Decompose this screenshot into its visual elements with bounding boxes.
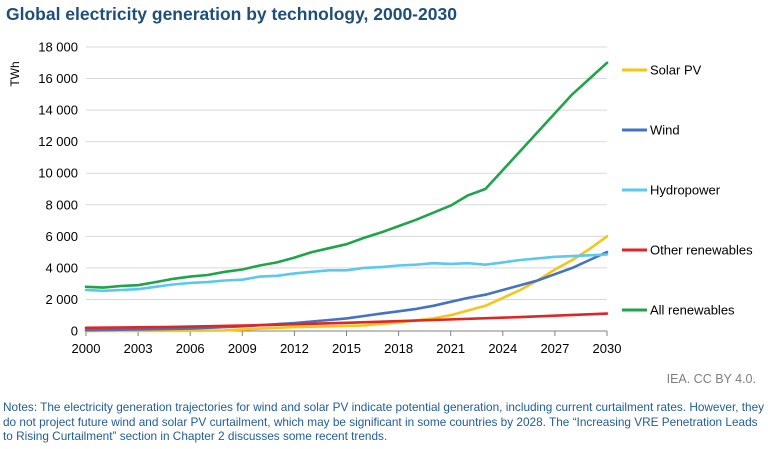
gridlines: [86, 46, 607, 300]
chart-title: Global electricity generation by technol…: [6, 4, 457, 24]
series-line-hydropower: [84, 253, 609, 293]
legend-label-wind: Wind: [650, 123, 680, 138]
y-tick-label: 12 000: [38, 134, 78, 149]
x-tick-label: 2027: [540, 341, 569, 356]
legend-label-other-renewables: Other renewables: [650, 243, 753, 258]
y-axis-ticks: 0 2 000 4 000 6 000 8 000 10 000 12 000 14 000 1…: [38, 40, 78, 339]
line-chart: 0 2 000 4 000 6 000 8 000 10 000 12 000 14 000 1…: [8, 40, 753, 357]
legend-label-solar-pv: Solar PV: [650, 63, 702, 78]
y-tick-label: 18 000: [38, 40, 78, 55]
y-axis-label: TWh: [8, 61, 22, 86]
legend-label-all-renewables: All renewables: [650, 303, 735, 318]
x-tick-label: 2015: [332, 341, 361, 356]
legend: Solar PV Wind Hydropower Other renewables Al…: [622, 63, 753, 318]
x-axis-ticks: 2000 2003 2006 2009 2012 2015 2018 2021 2024 2027…: [72, 331, 622, 356]
x-tick-label: 2021: [436, 341, 465, 356]
x-tick-label: 2012: [280, 341, 309, 356]
y-tick-label: 10 000: [38, 166, 78, 181]
credit-text: IEA. CC BY 4.0.: [666, 372, 756, 386]
series-line-solar-pv: [84, 235, 609, 333]
x-tick-label: 2024: [488, 341, 517, 356]
y-tick-label: 2 000: [45, 292, 78, 307]
y-tick-label: 6 000: [45, 229, 78, 244]
legend-label-hydropower: Hydropower: [650, 183, 721, 198]
x-tick-label: 2000: [72, 341, 101, 356]
series-line-other-renewables: [84, 312, 609, 330]
y-tick-label: 0: [71, 324, 78, 339]
x-tick-label: 2009: [228, 341, 257, 356]
x-tick-label: 2018: [384, 341, 413, 356]
series-line-wind: [84, 250, 609, 332]
series-line-all-renewables: [84, 61, 609, 289]
y-tick-label: 4 000: [45, 260, 78, 275]
y-tick-label: 14 000: [38, 103, 78, 118]
y-tick-label: 16 000: [38, 71, 78, 86]
x-tick-label: 2003: [124, 341, 153, 356]
x-tick-label: 2006: [176, 341, 205, 356]
x-tick-label: 2030: [593, 341, 622, 356]
y-tick-label: 8 000: [45, 197, 78, 212]
series-lines: [84, 61, 609, 333]
notes-text: Notes: The electricity generation trajec…: [3, 400, 765, 444]
